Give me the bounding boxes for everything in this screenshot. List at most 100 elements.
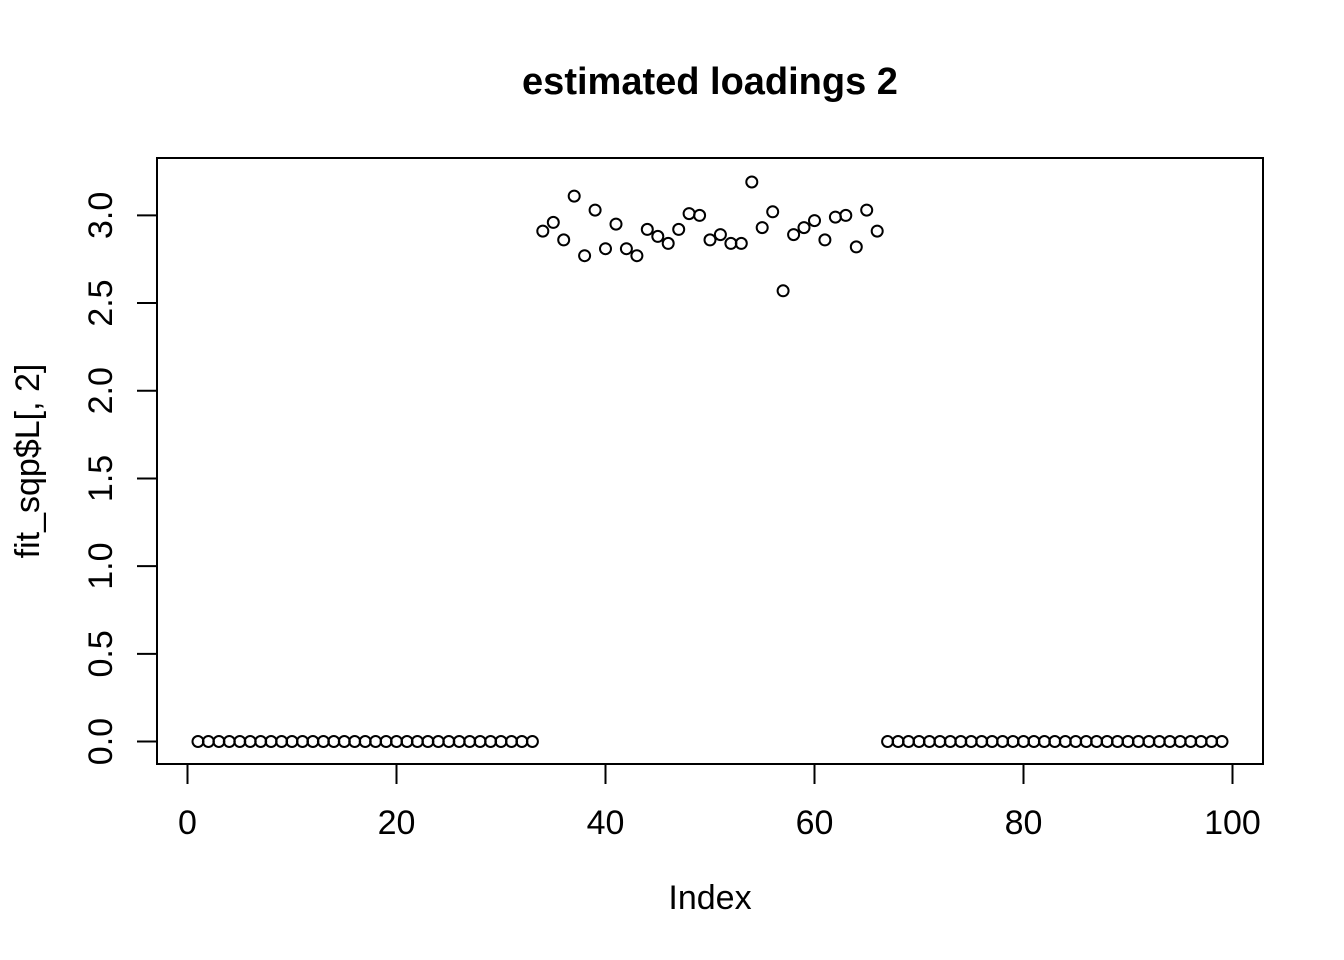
data-point bbox=[661, 236, 675, 250]
data-point bbox=[745, 175, 759, 189]
data-point bbox=[390, 735, 403, 748]
data-point bbox=[839, 208, 853, 222]
data-point bbox=[567, 189, 581, 203]
data-point bbox=[755, 221, 769, 235]
data-point bbox=[201, 735, 215, 748]
data-point bbox=[1194, 735, 1208, 748]
data-point bbox=[410, 735, 424, 748]
data-point bbox=[515, 735, 529, 748]
y-axis-tick-label: 3.0 bbox=[82, 192, 120, 239]
data-point bbox=[933, 735, 947, 748]
data-point bbox=[494, 735, 508, 748]
data-point bbox=[922, 735, 936, 748]
data-point bbox=[348, 735, 362, 748]
plot-box bbox=[156, 157, 1264, 765]
data-point bbox=[860, 203, 874, 217]
chart-title: estimated loadings 2 bbox=[522, 61, 898, 103]
data-point bbox=[599, 242, 612, 256]
data-point bbox=[808, 214, 821, 228]
data-point bbox=[912, 735, 926, 748]
y-axis-tick-label: 2.5 bbox=[82, 279, 120, 326]
data-point bbox=[985, 735, 999, 748]
data-point bbox=[693, 208, 707, 222]
data-point bbox=[191, 735, 205, 748]
y-axis-tick-label: 1.5 bbox=[82, 455, 120, 502]
data-point bbox=[358, 735, 372, 748]
data-point bbox=[421, 735, 435, 748]
data-point bbox=[327, 735, 341, 748]
x-axis-tick-label: 40 bbox=[587, 804, 625, 842]
x-axis-tick-label: 100 bbox=[1204, 804, 1261, 842]
data-point bbox=[264, 735, 278, 748]
data-point bbox=[369, 735, 383, 748]
data-point bbox=[954, 735, 968, 748]
data-point bbox=[452, 735, 466, 748]
data-point bbox=[640, 222, 654, 236]
data-point bbox=[849, 240, 863, 254]
data-point bbox=[525, 735, 539, 748]
data-point bbox=[996, 735, 1010, 748]
data-point bbox=[588, 203, 602, 217]
data-point bbox=[243, 735, 257, 748]
data-point bbox=[285, 735, 299, 748]
data-point bbox=[964, 735, 978, 748]
data-point bbox=[442, 735, 456, 748]
data-point bbox=[828, 210, 842, 224]
data-point bbox=[1215, 735, 1229, 748]
y-axis-tick-label: 2.0 bbox=[82, 367, 120, 414]
data-point bbox=[713, 228, 727, 242]
data-point bbox=[1037, 735, 1051, 748]
data-point bbox=[1131, 735, 1145, 748]
data-point bbox=[943, 735, 957, 748]
x-axis-tick-label: 0 bbox=[178, 804, 197, 842]
data-point bbox=[1121, 735, 1135, 748]
data-point bbox=[776, 284, 790, 298]
data-point bbox=[975, 735, 989, 748]
x-axis-tick-label: 80 bbox=[1005, 804, 1043, 842]
data-point bbox=[1152, 735, 1166, 748]
data-point bbox=[337, 735, 351, 748]
data-point bbox=[881, 735, 895, 748]
data-point bbox=[797, 221, 811, 235]
data-point bbox=[787, 228, 801, 242]
data-point bbox=[254, 735, 268, 748]
data-point bbox=[619, 242, 633, 256]
data-point bbox=[672, 222, 686, 236]
data-point bbox=[734, 236, 748, 250]
y-axis-tick-label: 0.0 bbox=[82, 718, 120, 765]
data-point bbox=[1090, 735, 1104, 748]
data-point bbox=[1048, 735, 1062, 748]
data-point bbox=[1079, 735, 1093, 748]
data-point bbox=[233, 735, 247, 748]
data-point bbox=[536, 224, 550, 238]
data-point bbox=[630, 249, 644, 263]
data-point bbox=[870, 224, 884, 238]
data-point bbox=[578, 249, 592, 263]
data-point bbox=[557, 233, 571, 247]
data-point bbox=[902, 735, 915, 748]
data-point bbox=[682, 207, 696, 221]
data-point bbox=[306, 735, 320, 748]
data-point bbox=[484, 735, 498, 748]
data-point bbox=[275, 735, 289, 748]
data-points bbox=[191, 175, 1229, 748]
data-point bbox=[1017, 735, 1030, 748]
y-axis-label: fit_sqp$L[, 2] bbox=[9, 364, 47, 559]
data-point bbox=[400, 735, 414, 748]
data-point bbox=[724, 236, 738, 250]
data-point bbox=[818, 233, 832, 247]
data-point bbox=[609, 217, 623, 231]
data-point bbox=[222, 735, 236, 748]
data-point bbox=[891, 735, 905, 748]
x-axis-tick-label: 60 bbox=[796, 804, 834, 842]
data-point bbox=[473, 735, 487, 748]
x-axis-tick-label: 20 bbox=[378, 804, 416, 842]
data-point bbox=[1205, 735, 1219, 748]
data-point bbox=[463, 735, 477, 748]
data-point bbox=[766, 205, 780, 219]
x-axis-label: Index bbox=[668, 879, 751, 917]
y-axis-tick-label: 1.0 bbox=[82, 543, 120, 590]
data-point bbox=[296, 735, 309, 748]
